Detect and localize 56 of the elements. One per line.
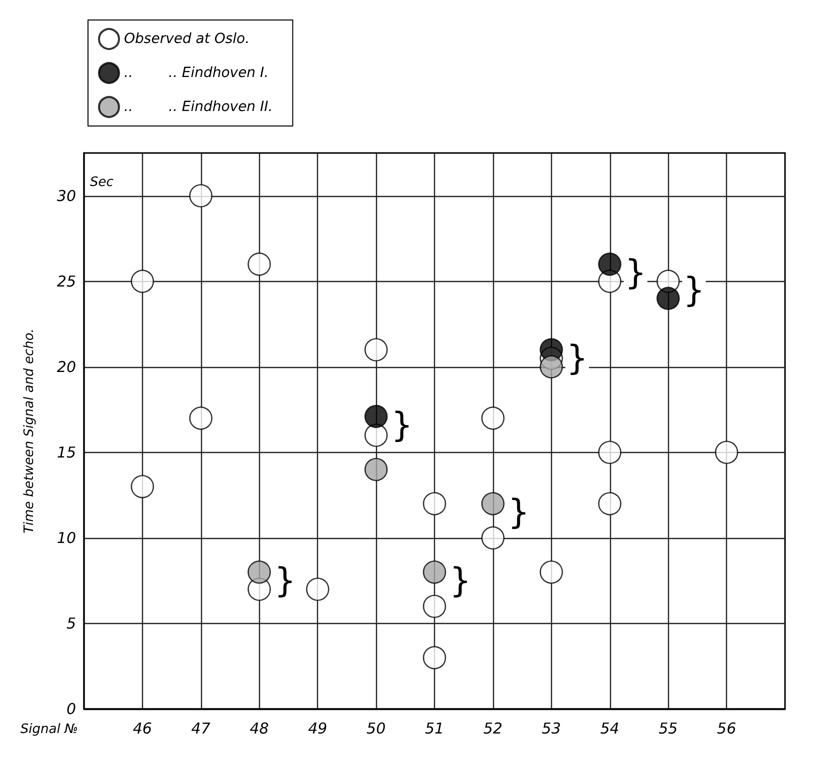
- point: [422, 646, 446, 670]
- point: [481, 492, 505, 516]
- y-tick-label: 20: [56, 358, 76, 376]
- y-tick-label: 25: [56, 272, 76, 290]
- legend-label: Observed at Oslo.: [124, 31, 250, 47]
- point: [364, 424, 388, 447]
- annotation: }: [391, 405, 413, 446]
- point: [598, 492, 622, 516]
- point: [364, 338, 388, 362]
- point: [248, 252, 271, 276]
- annotation: }: [566, 338, 588, 379]
- x-tick-label: 55: [658, 720, 678, 738]
- y-axis-title: Time between Signal and echo.: [22, 328, 37, 534]
- annotation: }: [624, 253, 646, 294]
- annotation: }: [274, 561, 296, 602]
- annotation: Sec: [90, 174, 114, 190]
- x-tick-label: 48: [250, 720, 269, 738]
- point: [481, 526, 505, 550]
- y-tick-label: 15: [56, 443, 76, 462]
- point: [189, 184, 212, 208]
- point: [130, 270, 154, 293]
- legend-label: .. .. Eindhoven I.: [124, 65, 269, 81]
- x-axis-title: Signal №: [20, 722, 78, 737]
- point: [364, 458, 388, 482]
- x-tick-label: 54: [600, 720, 620, 738]
- point: [189, 406, 212, 430]
- point: [598, 440, 622, 464]
- annotation: }: [508, 492, 530, 533]
- x-tick-label: 47: [191, 720, 211, 738]
- x-tick-label: 52: [483, 720, 502, 738]
- x-tick-label: 56: [717, 720, 736, 738]
- point: [598, 252, 622, 276]
- annotation: }: [683, 270, 705, 310]
- y-tick-label: 10: [56, 528, 76, 547]
- point: [422, 560, 446, 584]
- point: [248, 560, 271, 584]
- point: [481, 406, 505, 430]
- annotation: }: [450, 561, 472, 602]
- x-tick-label: 50: [366, 720, 386, 738]
- point: [364, 404, 388, 428]
- x-tick-label: 53: [542, 720, 561, 738]
- point: [306, 578, 330, 601]
- point: [540, 560, 563, 584]
- point: [422, 492, 446, 516]
- point: [130, 474, 154, 498]
- x-tick-label: 46: [132, 720, 152, 738]
- y-tick-label: 30: [56, 186, 76, 205]
- point: [656, 286, 680, 310]
- x-tick-label: 51: [424, 720, 444, 738]
- x-tick-label: 49: [308, 720, 328, 738]
- y-tick-label: 0: [66, 700, 76, 718]
- point: [422, 594, 446, 618]
- point: [540, 355, 563, 378]
- legend-label: .. .. Eindhoven II.: [124, 99, 273, 115]
- point: [714, 440, 738, 464]
- y-tick-label: 5: [66, 614, 76, 632]
